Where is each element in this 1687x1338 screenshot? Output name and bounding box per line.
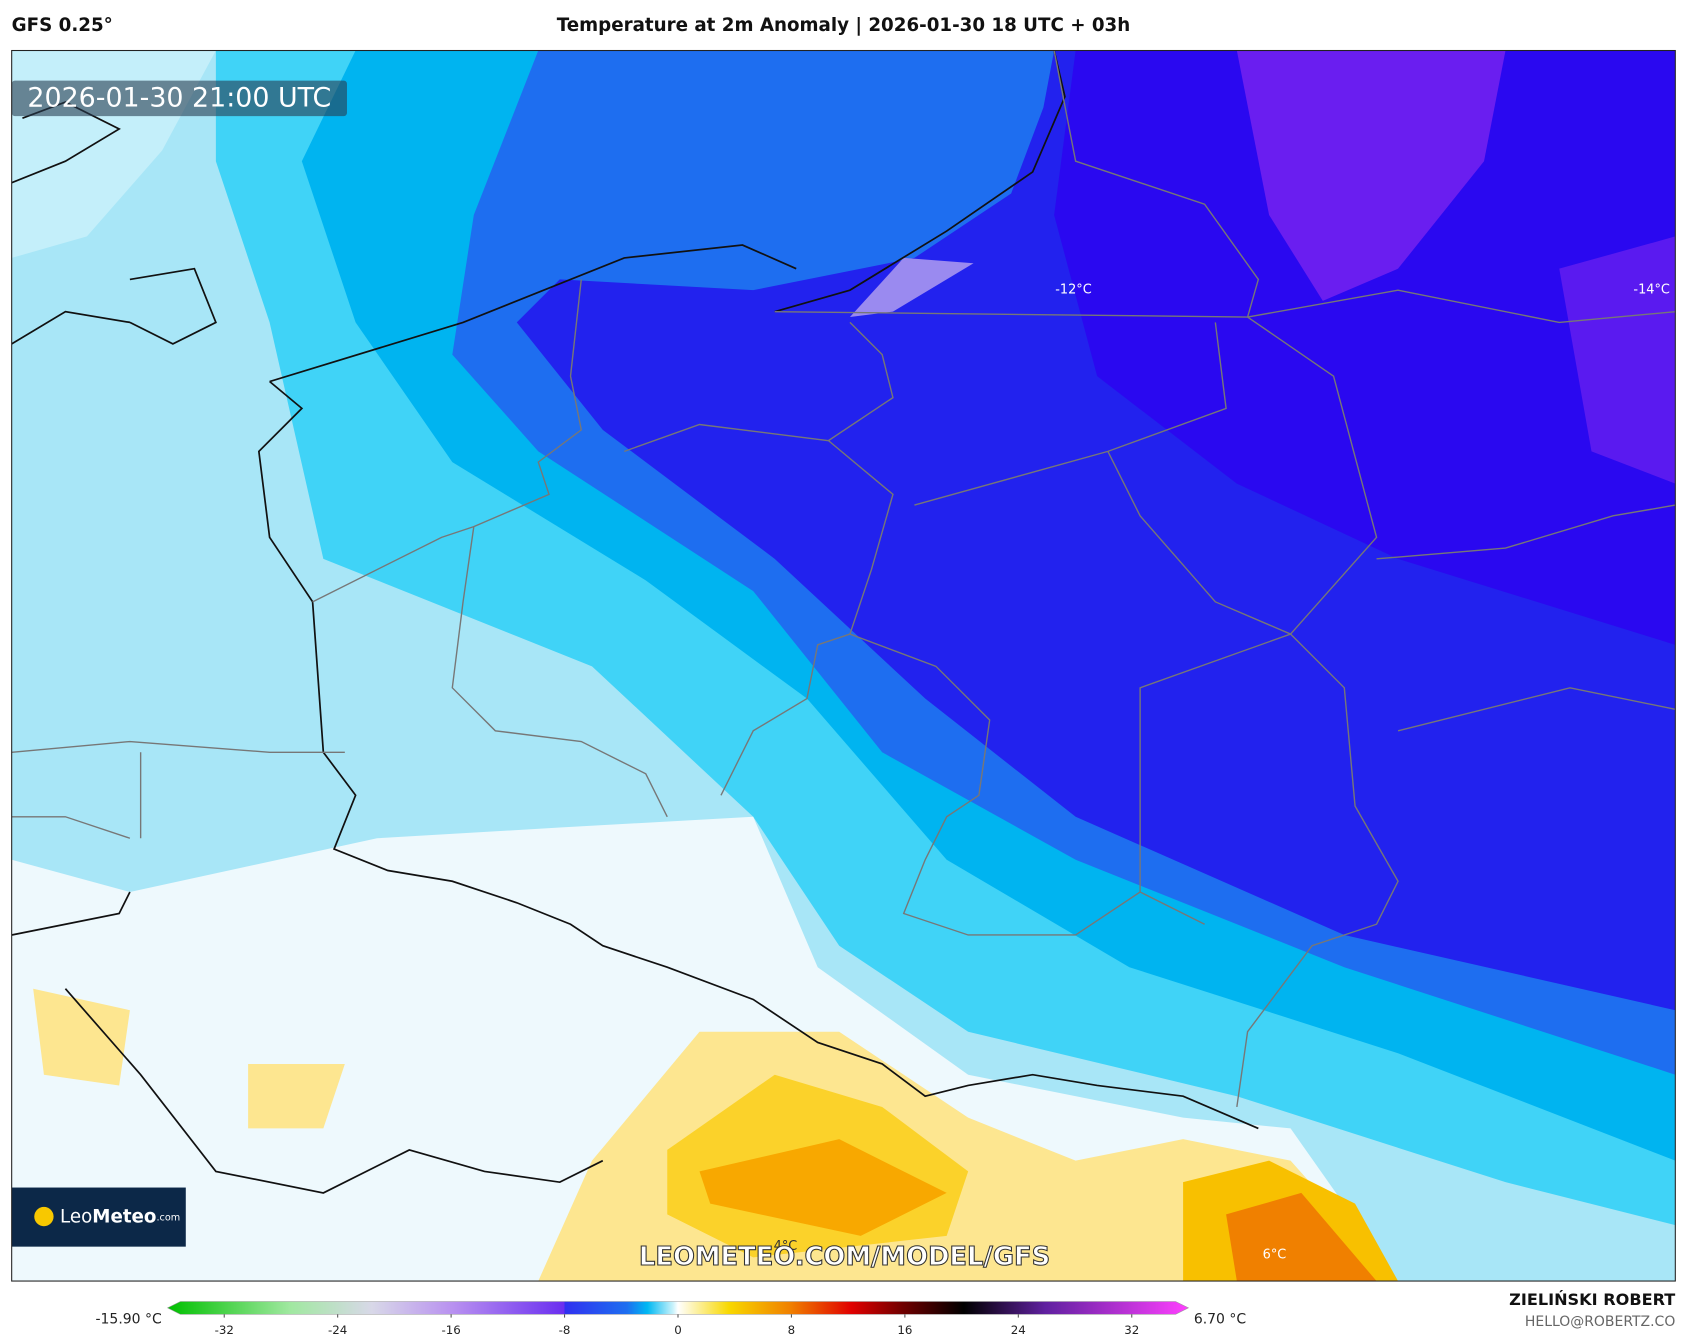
zone [1559, 236, 1676, 484]
colorbar-tick-label: -32 [215, 1323, 234, 1337]
zone [1226, 1192, 1377, 1282]
colorbar-tick-label: -8 [559, 1323, 571, 1337]
max-value: 6.70 °C [1194, 1312, 1246, 1328]
watermark: LEOMETEO.COM/MODEL/GFS [639, 1242, 1050, 1272]
lake [849, 257, 974, 318]
map-field: -12°C -14°C 4°C 6°C 2026-01-30 21:00 UTC… [11, 50, 1676, 1282]
zone [1236, 50, 1506, 301]
map-title: Temperature at 2m Anomaly | 2026-01-30 1… [557, 15, 1130, 36]
zone [248, 1063, 345, 1129]
valid-time: 2026-01-30 21:00 UTC [27, 82, 331, 113]
colorbar-tick-label: 0 [674, 1323, 682, 1337]
contour-label: 4°C [774, 1239, 798, 1254]
colorbar-tick-label: -16 [441, 1323, 460, 1337]
colorbar-tick-label: 24 [1011, 1323, 1026, 1337]
logo-text: LeoMeteo.com [60, 1207, 180, 1228]
colorbar-tick-label: 16 [897, 1323, 912, 1337]
coastline [11, 50, 1066, 383]
colorbar: -32 -24 -16 -8 0 8 16 24 32 [166, 1301, 1190, 1337]
logo-part: .com [156, 1213, 180, 1224]
contour-label: -14°C [1633, 283, 1669, 298]
zone [1054, 50, 1676, 645]
model-name: GFS 0.25° [12, 15, 113, 36]
region-border [11, 50, 1676, 1108]
contour-label: -12°C [1055, 283, 1091, 298]
logo-sun [34, 1206, 54, 1227]
time-box [11, 80, 347, 117]
country-border [11, 380, 1259, 1194]
contact: HELLO@ROBERTZ.CO [1525, 1314, 1675, 1330]
contour-label: 6°C [1263, 1248, 1287, 1263]
zone [33, 988, 130, 1086]
author: ZIELIŃSKI ROBERT [1509, 1290, 1675, 1309]
logo-part: Meteo [92, 1207, 156, 1228]
map-frame [11, 49, 1676, 1282]
zone [699, 1139, 947, 1236]
colorbar-tick-label: -24 [328, 1323, 347, 1337]
min-value: -15.90 °C [96, 1312, 162, 1328]
colorbar-bar [166, 1301, 1190, 1315]
colorbar-tick-label: 32 [1124, 1323, 1139, 1337]
colorbar-tick-label: 8 [788, 1323, 796, 1337]
logo-part: Leo [60, 1207, 92, 1228]
